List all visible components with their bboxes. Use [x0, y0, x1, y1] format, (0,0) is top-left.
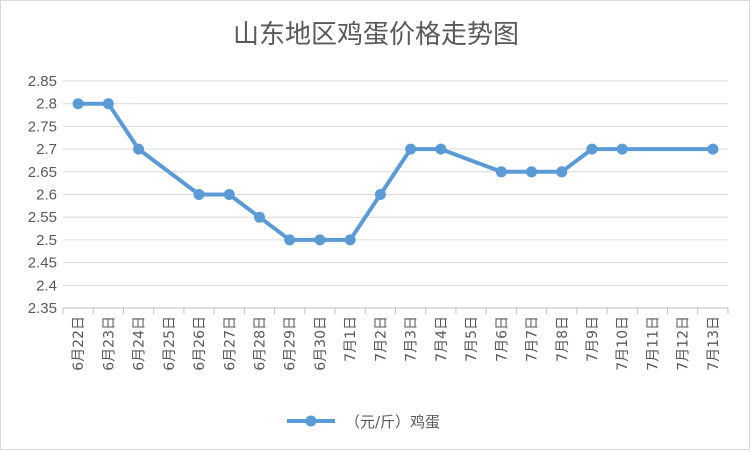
- data-point[interactable]: [223, 189, 235, 200]
- x-tick-label: 6月24日: [132, 316, 148, 371]
- y-axis-ticks: 2.85 2.8 2.75 2.7 2.65 2.6 2.55 2.5 2.45 2.4 2.35: [28, 73, 57, 317]
- x-tick-label: 6月28日: [252, 316, 268, 371]
- data-point[interactable]: [526, 166, 538, 178]
- gridlines: [62, 80, 729, 314]
- data-point[interactable]: [344, 234, 356, 246]
- x-tick-label: 7月12日: [676, 316, 692, 371]
- x-tick-label: 7月3日: [404, 316, 420, 362]
- data-point[interactable]: [253, 211, 265, 223]
- x-tick-label: 7月6日: [494, 316, 510, 362]
- x-tick-label: 7月10日: [615, 316, 631, 371]
- y-tick-label: 2.85: [28, 73, 57, 90]
- x-tick-label: 7月2日: [373, 316, 389, 362]
- x-tick-label: 7月8日: [555, 316, 571, 362]
- x-tick-label: 6月26日: [192, 316, 208, 371]
- y-tick-label: 2.65: [28, 164, 57, 181]
- x-tick-label: 6月27日: [222, 316, 238, 371]
- legend-label: （元/斤）鸡蛋: [345, 413, 440, 431]
- data-point[interactable]: [374, 189, 386, 200]
- x-tick-label: 6月22日: [71, 316, 87, 371]
- y-tick-label: 2.4: [36, 277, 57, 294]
- data-point[interactable]: [133, 143, 145, 155]
- data-point[interactable]: [102, 98, 114, 110]
- data-point[interactable]: [72, 98, 84, 110]
- y-tick-label: 2.6: [36, 187, 57, 204]
- x-tick-label: 7月1日: [343, 316, 359, 362]
- x-tick-label: 6月29日: [283, 316, 299, 371]
- x-tick-label: 6月25日: [162, 316, 178, 371]
- y-tick-label: 2.75: [28, 118, 57, 135]
- y-tick-label: 2.5: [36, 232, 57, 249]
- series-line: [78, 101, 713, 242]
- x-tick-label: 7月9日: [585, 316, 601, 362]
- data-point[interactable]: [586, 143, 598, 155]
- data-point[interactable]: [435, 143, 447, 155]
- y-tick-label: 2.35: [28, 300, 57, 317]
- data-point[interactable]: [707, 143, 719, 155]
- x-tick-label: 7月4日: [434, 316, 450, 362]
- legend-marker: [305, 415, 317, 427]
- y-tick-label: 2.45: [28, 255, 57, 272]
- x-tick-label: 7月7日: [525, 316, 541, 362]
- data-point[interactable]: [284, 234, 296, 246]
- y-tick-label: 2.8: [36, 96, 57, 113]
- x-tick-label: 7月13日: [706, 316, 722, 371]
- data-point[interactable]: [616, 143, 628, 155]
- y-tick-label: 2.55: [28, 209, 57, 226]
- chart-title: 山东地区鸡蛋价格走势图: [233, 20, 519, 50]
- legend[interactable]: （元/斤）鸡蛋: [287, 413, 440, 431]
- x-tick-label: 7月11日: [645, 316, 661, 371]
- data-point[interactable]: [495, 166, 507, 178]
- data-point[interactable]: [314, 234, 326, 246]
- x-axis-ticks: 6月22日 6月23日 6月24日 6月25日 6月26日 6月27日 6月28日 6月29日…: [71, 316, 722, 371]
- data-point[interactable]: [193, 189, 205, 200]
- series-layer: [72, 98, 719, 246]
- data-point[interactable]: [556, 166, 568, 178]
- x-tick-label: 6月23日: [101, 316, 117, 371]
- x-tick-label: 6月30日: [313, 316, 329, 371]
- x-tick-label: 7月5日: [464, 316, 480, 362]
- data-point[interactable]: [405, 143, 417, 155]
- y-tick-label: 2.7: [36, 141, 57, 158]
